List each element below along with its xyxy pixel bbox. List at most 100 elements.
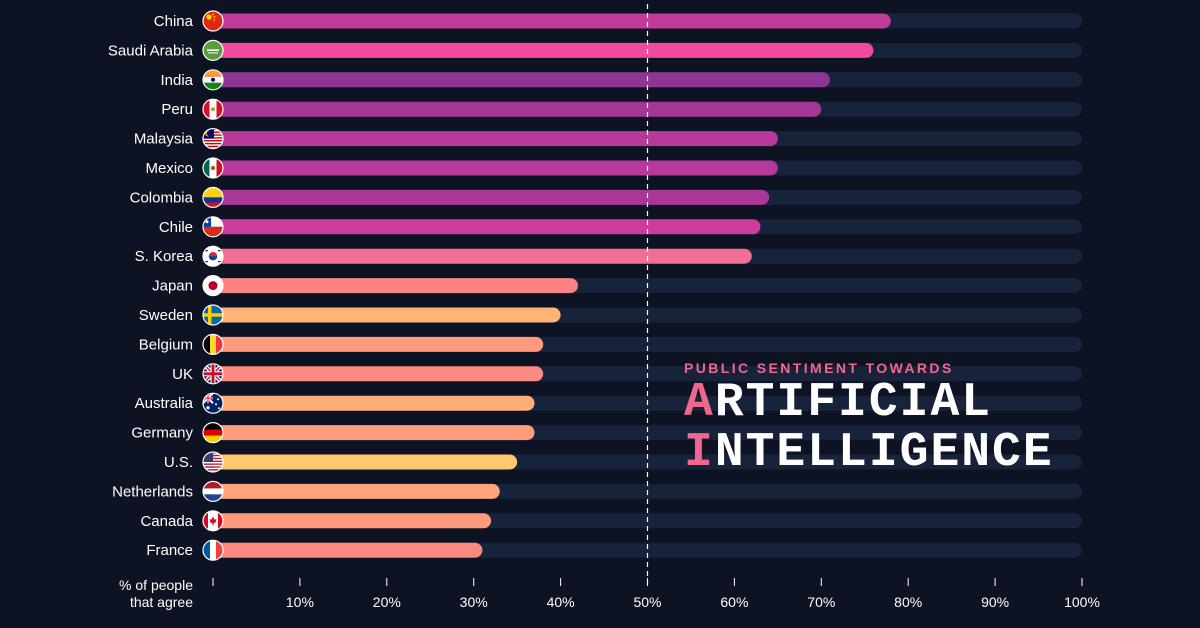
bar (213, 42, 874, 58)
flag-ring (202, 422, 224, 444)
country-label: S. Korea (135, 248, 194, 265)
sweden-flag-icon (203, 305, 223, 325)
bar (213, 131, 778, 147)
belgium-flag-icon (203, 334, 223, 355)
x-axis-title-line-2: that agree (130, 594, 193, 610)
flag-ring (202, 69, 224, 91)
bar-row: Canada (140, 510, 1082, 532)
bar-row: S. Korea (135, 245, 1082, 267)
country-label: Malaysia (134, 131, 194, 148)
flag-ring (202, 363, 224, 385)
country-label: Germany (131, 425, 193, 442)
flag-ring (202, 245, 224, 267)
title-line-1-rest: RTIFICIAL (714, 376, 993, 430)
flag-ring (202, 10, 224, 32)
flag-ring (202, 98, 224, 120)
country-label: Japan (152, 278, 193, 295)
flag-ring (202, 216, 224, 238)
bar (213, 454, 518, 470)
flag-ring (202, 304, 224, 326)
flag-ring (202, 39, 224, 62)
tick-label: 30% (460, 594, 488, 610)
netherlands-flag-icon (203, 481, 223, 502)
bar-row: Malaysia (134, 128, 1082, 150)
country-label: Sweden (139, 307, 193, 324)
bar-row: Sweden (139, 304, 1082, 326)
bar (213, 13, 891, 29)
title-block: PUBLIC SENTIMENT TOWARDS ARTIFICIAL INTE… (684, 360, 1104, 478)
bar-row: Japan (152, 275, 1082, 297)
flag-ring (202, 186, 224, 208)
bar-row: Chile (159, 216, 1082, 238)
country-label: U.S. (164, 454, 193, 471)
title-line-2-rest: NTELLIGENCE (714, 426, 1054, 480)
bar-row: China (154, 10, 1082, 32)
flag-ring (202, 275, 224, 297)
australia-flag-icon (203, 393, 223, 414)
mexico-flag-icon (203, 158, 223, 178)
flag-ring (202, 539, 224, 561)
country-label: China (154, 13, 194, 30)
chart-subtitle: PUBLIC SENTIMENT TOWARDS (684, 360, 954, 376)
x-axis-title-line-1: % of people (119, 577, 193, 593)
bar (213, 72, 830, 88)
us-flag-icon (203, 452, 223, 472)
bar (213, 307, 561, 323)
chile-flag-icon (203, 216, 223, 237)
bar (213, 248, 752, 264)
bar-row: France (146, 539, 1082, 561)
flag-ring (202, 392, 224, 414)
bar-row: Netherlands (112, 480, 1082, 502)
bar (213, 278, 578, 294)
bar-row: Belgium (139, 333, 1082, 355)
south-korea-flag-icon (203, 246, 223, 267)
country-label: Netherlands (112, 483, 193, 500)
tick-label: 100% (1064, 594, 1100, 610)
tick-label: 10% (286, 594, 314, 610)
canada-flag-icon (203, 510, 223, 531)
title-line-2-initial: I (684, 426, 715, 480)
flag-ring (202, 157, 224, 179)
country-label: Mexico (145, 160, 193, 177)
bar (213, 483, 500, 499)
bar (213, 336, 544, 352)
country-label: Saudi Arabia (108, 42, 194, 59)
malaysia-flag-icon (203, 128, 223, 149)
country-label: Canada (140, 513, 193, 530)
bar (213, 189, 770, 205)
peru-flag-icon (203, 99, 223, 120)
tick-label: 90% (981, 594, 1009, 610)
bar-row: Colombia (130, 186, 1082, 208)
flag-ring (202, 510, 224, 532)
flag-ring (202, 128, 224, 150)
tick-label: 80% (894, 594, 922, 610)
country-label: Colombia (130, 189, 194, 206)
bar-row: Peru (161, 98, 1082, 120)
bar-row: Saudi Arabia (108, 39, 1082, 62)
bar (213, 160, 778, 176)
flag-ring (202, 451, 224, 473)
flag-ring (202, 333, 224, 355)
saudi-arabia-flag-icon (203, 40, 223, 61)
tick-label: 60% (720, 594, 748, 610)
title-line-1: ARTIFICIAL (684, 378, 1104, 428)
bar (213, 101, 822, 117)
tick-label: 20% (373, 594, 401, 610)
title-line-2: INTELLIGENCE (684, 428, 1104, 478)
bar (213, 366, 544, 382)
bar (213, 219, 761, 235)
bar (213, 513, 492, 529)
country-label: India (160, 72, 193, 89)
bar-row: India (160, 69, 1082, 91)
bar-row: Germany (131, 422, 1082, 444)
bar (213, 542, 483, 558)
bar (213, 395, 535, 411)
country-label: Peru (161, 101, 193, 118)
germany-flag-icon (203, 422, 223, 443)
colombia-flag-icon (203, 187, 223, 208)
india-flag-icon (203, 69, 223, 90)
country-label: UK (172, 366, 193, 383)
tick-label: 40% (547, 594, 575, 610)
